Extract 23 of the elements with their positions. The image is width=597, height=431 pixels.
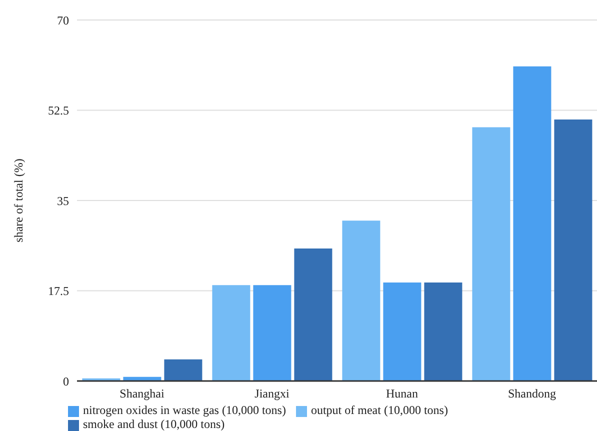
y-tick-label: 52.5 [48, 104, 69, 118]
x-tick-label: Shanghai [120, 386, 165, 401]
x-tick-label: Shandong [508, 386, 556, 401]
y-axis-title: share of total (%) [11, 158, 26, 242]
legend-label: output of meat (10,000 tons) [310, 403, 448, 417]
y-tick-label: 70 [57, 13, 69, 28]
bar [212, 285, 250, 381]
x-tick-label: Hunan [386, 386, 418, 401]
bar [472, 127, 510, 381]
bar [164, 359, 202, 381]
bar [383, 282, 422, 381]
bar [554, 120, 592, 381]
legend-label: nitrogen oxides in waste gas (10,000 tons) [83, 403, 286, 417]
bar [424, 282, 462, 381]
bar [513, 66, 552, 381]
x-tick-label: Jiangxi [254, 386, 290, 401]
bar [342, 220, 380, 381]
y-tick-label: 0 [63, 374, 69, 388]
legend-label: smoke and dust (10,000 tons) [83, 417, 225, 431]
y-tick-label: 35 [57, 194, 69, 208]
y-tick-label: 17.5 [48, 284, 69, 298]
bar [253, 285, 292, 381]
bar [294, 248, 332, 381]
